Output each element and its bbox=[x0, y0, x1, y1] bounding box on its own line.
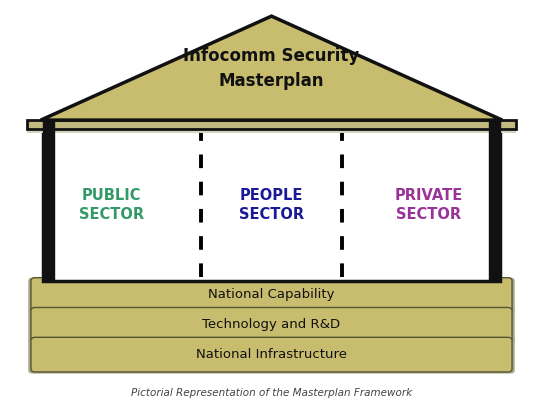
Polygon shape bbox=[41, 16, 502, 120]
FancyBboxPatch shape bbox=[31, 337, 512, 372]
Bar bbox=[489, 120, 500, 281]
Bar bbox=[43, 129, 500, 281]
Bar bbox=[27, 125, 516, 133]
Text: Infocomm Security
Masterplan: Infocomm Security Masterplan bbox=[184, 47, 359, 89]
Text: PUBLIC
SECTOR: PUBLIC SECTOR bbox=[79, 188, 144, 222]
FancyBboxPatch shape bbox=[28, 278, 515, 314]
FancyBboxPatch shape bbox=[28, 307, 515, 344]
Bar bbox=[43, 120, 54, 281]
Text: National Capability: National Capability bbox=[209, 289, 334, 301]
Text: National Infrastructure: National Infrastructure bbox=[196, 348, 347, 361]
Text: Pictorial Representation of the Masterplan Framework: Pictorial Representation of the Masterpl… bbox=[131, 388, 412, 398]
Bar bbox=[27, 120, 516, 129]
FancyBboxPatch shape bbox=[31, 278, 512, 312]
FancyBboxPatch shape bbox=[31, 307, 512, 342]
FancyBboxPatch shape bbox=[28, 337, 515, 374]
Text: PEOPLE
SECTOR: PEOPLE SECTOR bbox=[239, 188, 304, 222]
Text: PRIVATE
SECTOR: PRIVATE SECTOR bbox=[395, 188, 463, 222]
Text: Technology and R&D: Technology and R&D bbox=[203, 318, 340, 331]
